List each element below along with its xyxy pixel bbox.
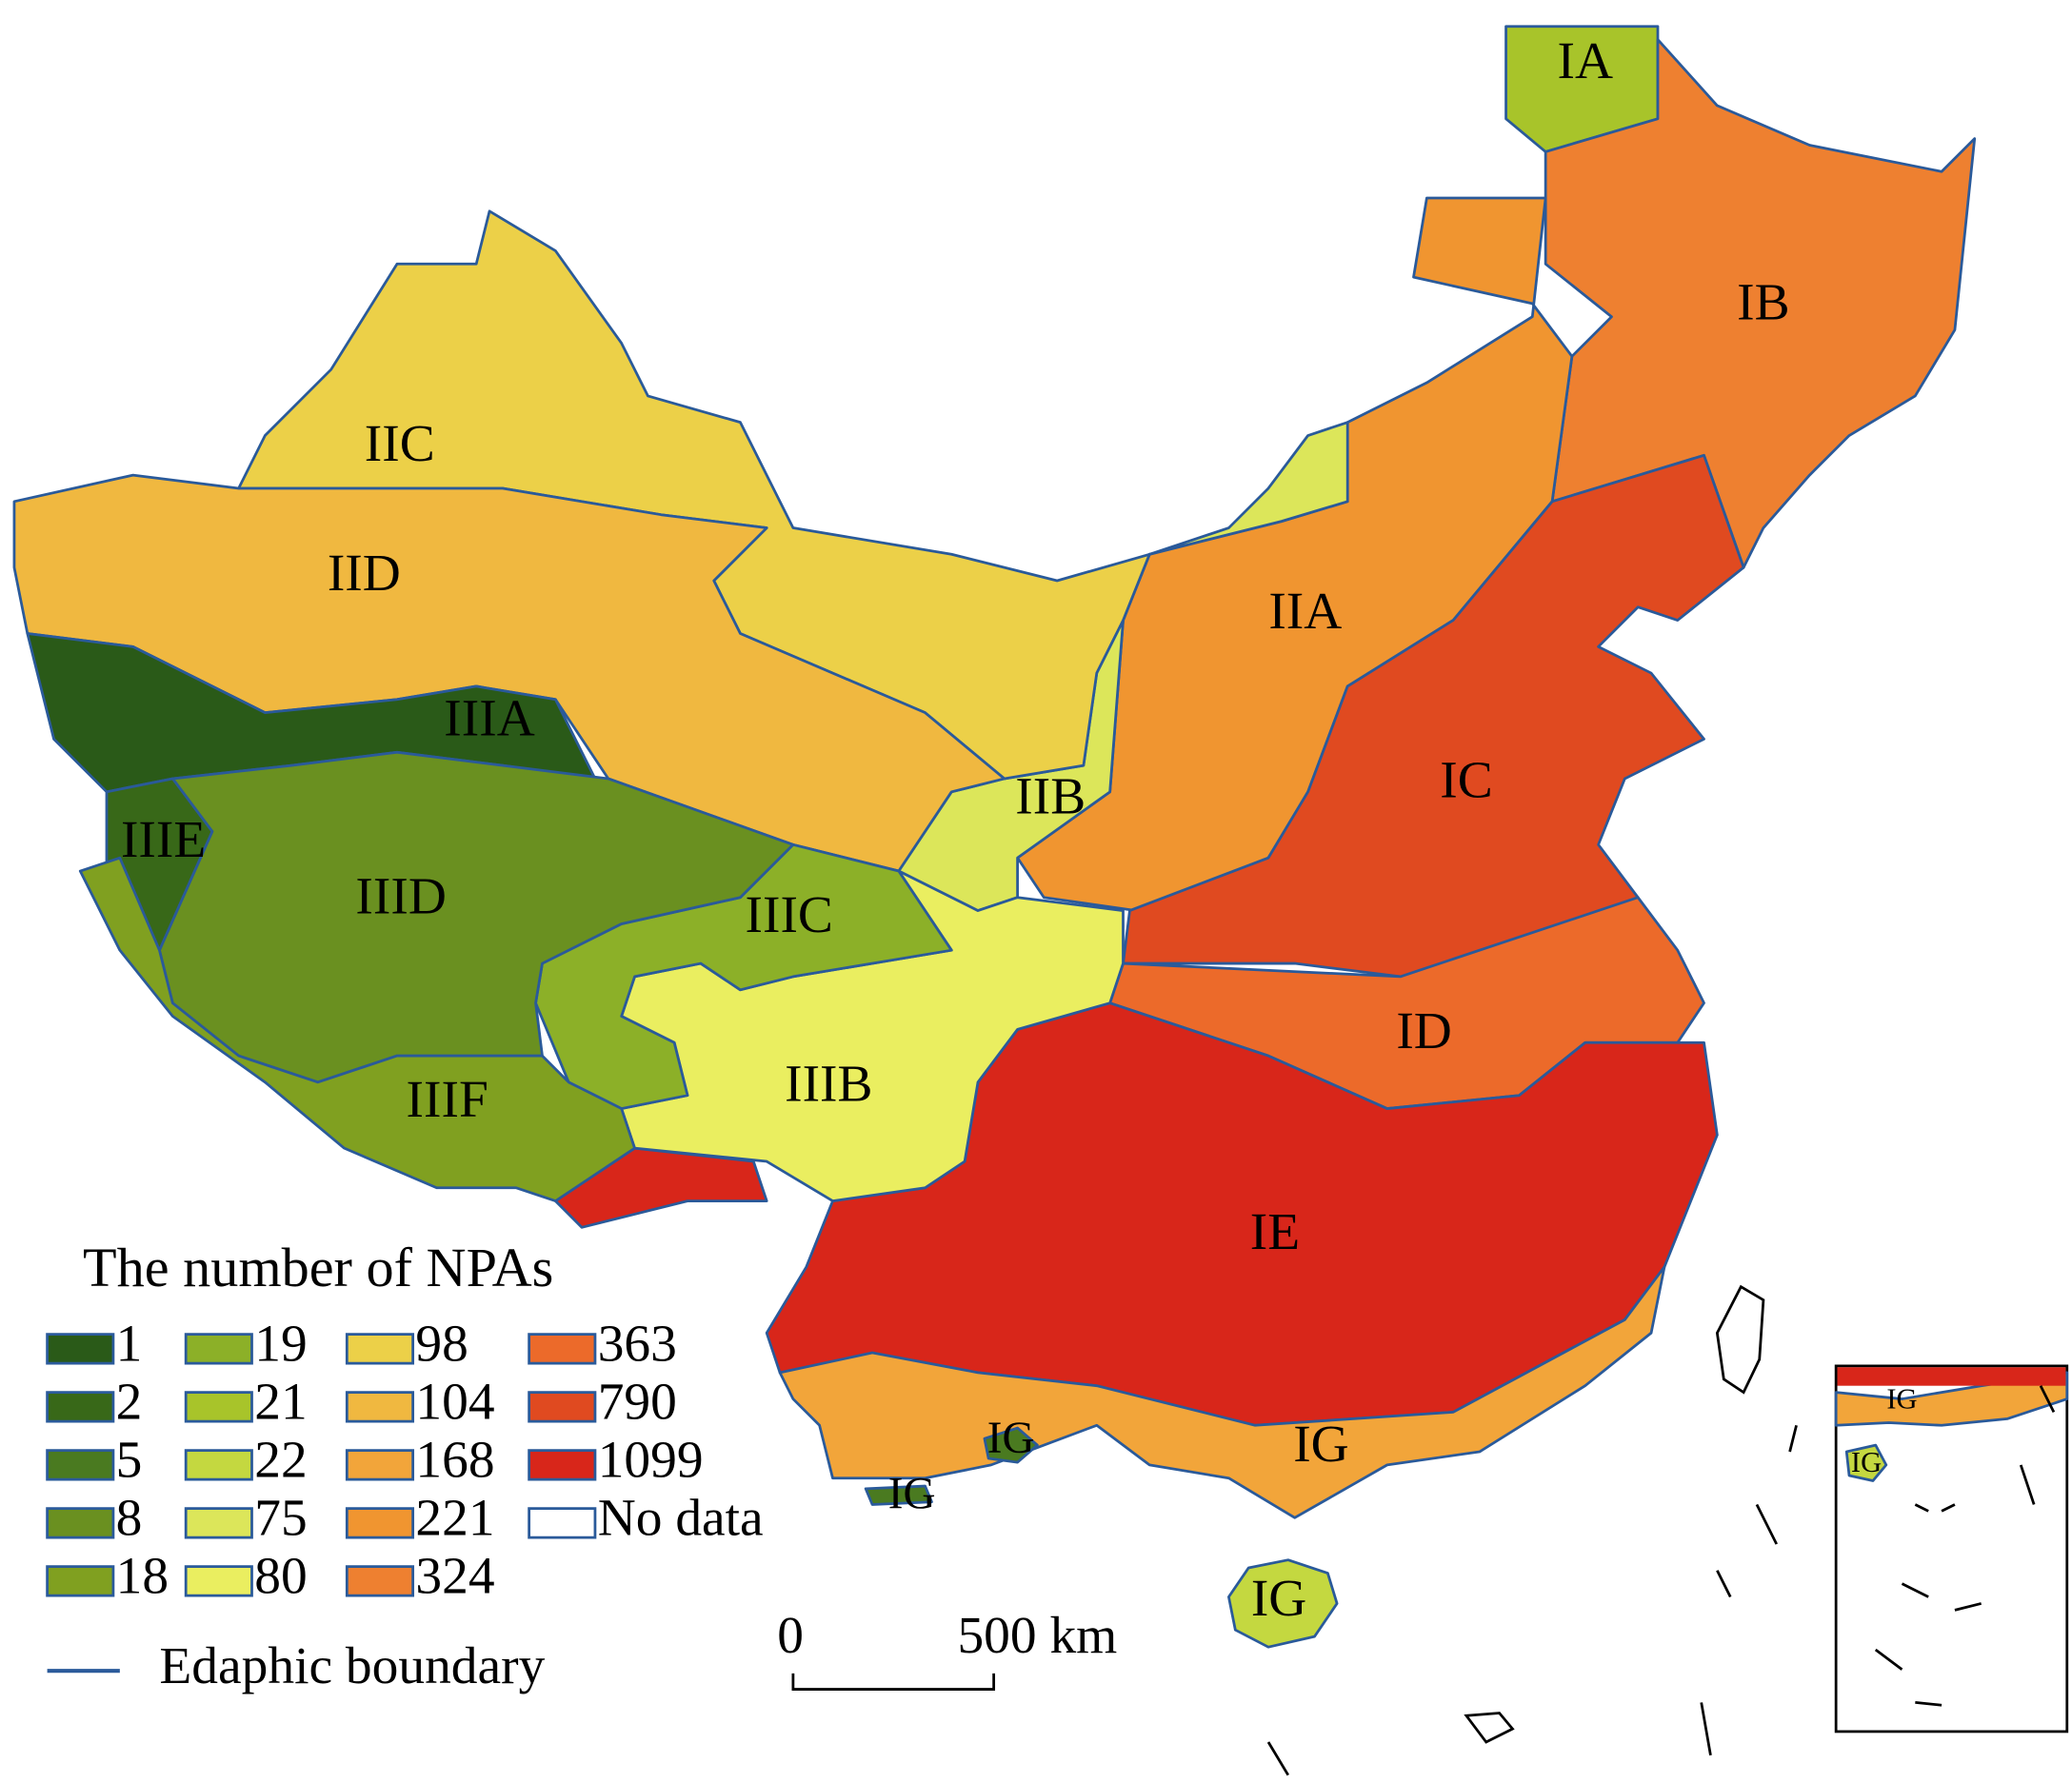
legend-label: 80 [254,1547,307,1605]
region [1844,1443,1888,1482]
legend-swatch [345,1565,415,1597]
region-label: IIIF [407,1070,488,1128]
region-label: IIIC [746,885,833,943]
legend-swatch [528,1449,597,1481]
region-label: IA [1557,31,1612,89]
region-label: IIIA [444,688,534,746]
legend-swatch [528,1333,597,1365]
legend-swatch [46,1391,115,1423]
legend-swatch [184,1565,253,1597]
inset [1834,1367,2069,1482]
legend-label: 5 [116,1431,143,1489]
legend-label: 324 [415,1547,494,1605]
legend-swatch [46,1333,115,1365]
legend-title: The number of NPAs [83,1237,553,1298]
legend-label: 75 [254,1489,307,1547]
region [78,856,636,1202]
region-label: IE [1250,1202,1300,1260]
region-label: IG [1886,1382,1917,1415]
legend-label: 104 [415,1373,494,1431]
region [1227,1558,1339,1649]
island [1464,1712,1515,1744]
region-label: IIC [365,414,435,472]
legend-swatch [345,1391,415,1423]
region-label: IG [888,1469,936,1518]
legend-label: 1099 [598,1431,704,1489]
legend-label: 2 [116,1373,143,1431]
boundary-label: Edaphic boundary [159,1636,545,1694]
scale-end: 500 km [957,1606,1117,1664]
legend-label: No data [598,1489,764,1547]
island [1715,1284,1765,1395]
region [983,1426,1039,1464]
island-line [1266,1424,1798,1776]
region-label: IIIE [121,810,206,868]
region-label: IID [328,544,401,602]
legend-label: 790 [598,1373,677,1431]
legend-swatch [184,1507,253,1539]
region-label: IIIB [785,1054,872,1112]
inset-strip [1837,1367,2066,1386]
region-label: IC [1440,751,1492,809]
region-label: IIA [1268,582,1342,640]
region-label: IIID [355,867,446,925]
legend-swatch [528,1391,597,1423]
scale-start: 0 [777,1606,804,1664]
region-label: IG [1851,1446,1882,1478]
legend-label: 8 [116,1489,143,1547]
legend-swatch [46,1507,115,1539]
inset-frame [1834,1364,2069,1733]
regions [12,25,1977,1649]
legend-label: 19 [254,1315,307,1373]
legend-swatch [184,1449,253,1481]
legend-swatch [184,1391,253,1423]
region-label: IIB [1015,766,1086,824]
legend-swatch [184,1333,253,1365]
region-label: IB [1737,273,1789,331]
legend-label: 363 [598,1315,677,1373]
legend-label: 21 [254,1373,307,1431]
region [864,1484,933,1506]
scale-bar [791,1673,996,1691]
legend-label: 1 [116,1315,143,1373]
legend-label: 22 [254,1431,307,1489]
legend-swatch [46,1565,115,1597]
region-label: ID [1396,1001,1451,1060]
region-label: IG [1293,1415,1349,1473]
inset-islands [1874,1385,2056,1707]
legend-swatch [46,1449,115,1481]
legend-label: 221 [415,1489,494,1547]
legend-label: 18 [116,1547,169,1605]
legend-swatch [345,1333,415,1365]
region-label: IG [987,1414,1035,1463]
legend-label: 168 [415,1431,494,1489]
legend-swatch [528,1507,597,1539]
region-label: IG [1251,1569,1307,1627]
legend-swatch [345,1449,415,1481]
legend-swatch [345,1507,415,1539]
legend-label: 98 [415,1315,468,1373]
